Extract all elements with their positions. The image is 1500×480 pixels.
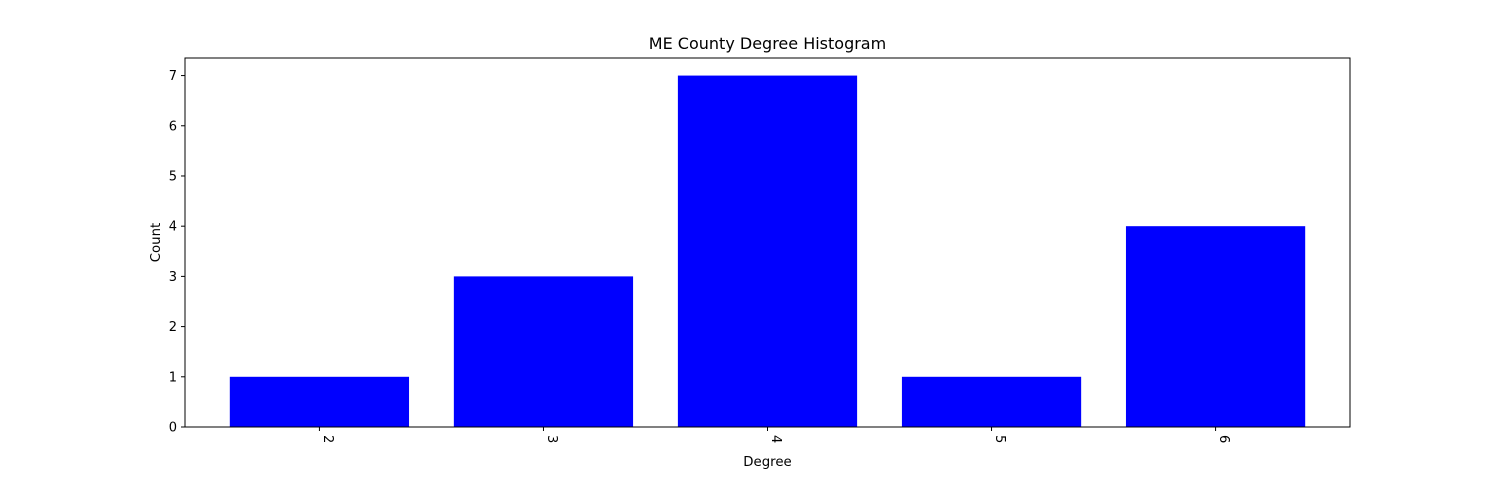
x-tick-label: 2 — [320, 435, 335, 443]
bar-6 — [1125, 226, 1306, 427]
bar-4 — [677, 75, 858, 428]
x-tick-label: 5 — [992, 435, 1007, 443]
bar-5 — [901, 376, 1082, 427]
bar-2 — [229, 376, 410, 427]
y-tick-label: 2 — [169, 320, 177, 335]
bar-3 — [453, 276, 634, 427]
x-axis-label: Degree — [743, 455, 791, 470]
y-tick-label: 7 — [169, 69, 177, 84]
y-tick-label: 5 — [169, 169, 177, 184]
chart-title: ME County Degree Histogram — [649, 34, 886, 53]
y-tick-label: 3 — [169, 270, 177, 285]
y-tick-label: 1 — [169, 370, 177, 385]
y-tick-label: 0 — [169, 421, 177, 436]
y-tick-label: 4 — [169, 220, 177, 235]
x-tick-label: 4 — [768, 435, 783, 443]
x-tick-label: 3 — [544, 435, 559, 443]
y-axis-label: Count — [149, 223, 164, 263]
x-tick-label: 6 — [1216, 435, 1231, 443]
plot-area: 0 1 2 3 4 5 6 7 2 3 4 5 6 — [169, 57, 1351, 443]
y-tick-label: 6 — [169, 119, 177, 134]
